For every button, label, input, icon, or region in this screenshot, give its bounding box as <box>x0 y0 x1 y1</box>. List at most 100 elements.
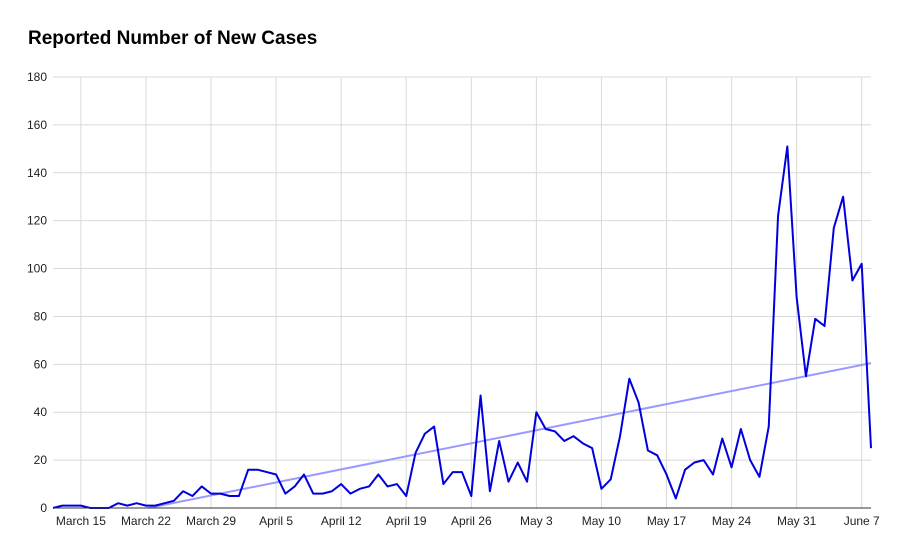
data-point <box>424 433 426 435</box>
y-tick-label: 140 <box>27 166 47 180</box>
y-tick-label: 120 <box>27 214 47 228</box>
data-point <box>368 485 370 487</box>
y-tick-label: 20 <box>34 453 48 467</box>
data-point <box>777 215 779 217</box>
x-tick-label: March 29 <box>186 514 236 528</box>
data-point <box>359 488 361 490</box>
data-point <box>805 375 807 377</box>
data-point <box>554 430 556 432</box>
data-point <box>824 325 826 327</box>
data-point <box>182 490 184 492</box>
data-point <box>758 476 760 478</box>
x-tick-label: March 15 <box>56 514 106 528</box>
y-tick-label: 80 <box>34 309 48 323</box>
data-point <box>312 493 314 495</box>
data-point <box>647 450 649 452</box>
data-point <box>535 411 537 413</box>
x-tick-label: May 17 <box>647 514 687 528</box>
data-point <box>126 505 128 507</box>
data-point <box>331 490 333 492</box>
data-point <box>396 483 398 485</box>
data-point <box>619 435 621 437</box>
data-point <box>452 471 454 473</box>
data-point <box>238 495 240 497</box>
x-tick-label: May 31 <box>777 514 817 528</box>
data-point <box>247 469 249 471</box>
trendline <box>143 362 871 508</box>
data-point <box>600 488 602 490</box>
data-point <box>666 473 668 475</box>
y-tick-label: 40 <box>34 405 48 419</box>
data-point <box>749 459 751 461</box>
data-point <box>628 378 630 380</box>
data-point <box>591 447 593 449</box>
data-point <box>814 318 816 320</box>
x-tick-label: April 19 <box>386 514 427 528</box>
data-point <box>154 505 156 507</box>
chart-title: Reported Number of New Cases <box>28 28 318 49</box>
data-point <box>796 296 798 298</box>
x-tick-label: June 7 <box>844 514 880 528</box>
data-point <box>740 428 742 430</box>
data-point <box>712 473 714 475</box>
data-point <box>191 495 193 497</box>
data-point <box>266 471 268 473</box>
data-point <box>284 493 286 495</box>
data-point <box>117 502 119 504</box>
data-point <box>638 402 640 404</box>
data-point <box>489 490 491 492</box>
data-point <box>610 478 612 480</box>
data-point <box>861 263 863 265</box>
data-point <box>136 502 138 504</box>
x-tick-label: May 10 <box>582 514 622 528</box>
data-point <box>768 426 770 428</box>
series-line <box>52 145 872 509</box>
data-point <box>480 394 482 396</box>
y-tick-label: 60 <box>34 357 48 371</box>
data-point <box>145 505 147 507</box>
data-point <box>573 435 575 437</box>
data-point <box>833 227 835 229</box>
data-point <box>349 493 351 495</box>
data-point <box>275 473 277 475</box>
x-tick-label: April 26 <box>451 514 492 528</box>
data-point <box>340 483 342 485</box>
data-point <box>507 481 509 483</box>
data-point <box>201 485 203 487</box>
data-point <box>461 471 463 473</box>
data-point <box>731 466 733 468</box>
data-point <box>294 485 296 487</box>
x-tick-label: May 24 <box>712 514 752 528</box>
data-point <box>442 483 444 485</box>
data-point <box>322 493 324 495</box>
data-point <box>517 462 519 464</box>
data-point <box>656 454 658 456</box>
data-point <box>703 459 705 461</box>
data-point <box>498 440 500 442</box>
data-point <box>164 502 166 504</box>
data-point <box>684 469 686 471</box>
data-point <box>563 440 565 442</box>
y-tick-label: 180 <box>27 70 47 84</box>
data-point <box>786 145 788 147</box>
y-tick-label: 160 <box>27 118 47 132</box>
data-point <box>675 497 677 499</box>
data-point <box>405 495 407 497</box>
data-point <box>526 481 528 483</box>
data-point <box>61 505 63 507</box>
data-point <box>219 493 221 495</box>
data-point <box>80 505 82 507</box>
data-point <box>257 469 259 471</box>
data-point <box>210 493 212 495</box>
data-point <box>415 452 417 454</box>
data-point <box>851 280 853 282</box>
data-point <box>545 428 547 430</box>
x-tick-label: April 12 <box>321 514 362 528</box>
x-tick-label: May 3 <box>520 514 553 528</box>
data-point <box>377 473 379 475</box>
data-point <box>387 485 389 487</box>
data-point <box>303 473 305 475</box>
data-point <box>71 505 73 507</box>
